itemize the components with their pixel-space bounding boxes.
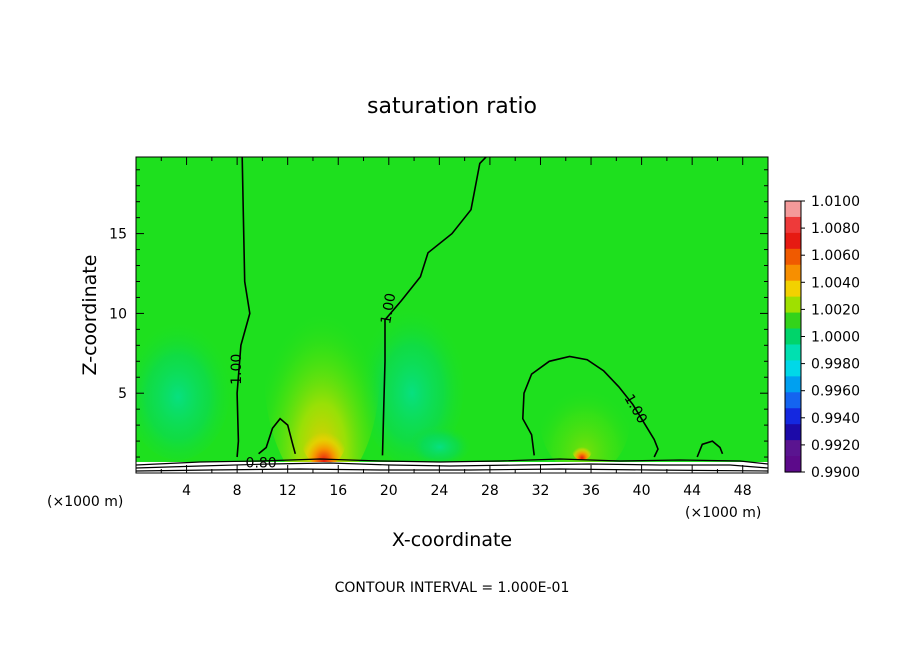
surface-contours — [136, 458, 768, 472]
field-surface-layer — [136, 462, 768, 473]
x-tick-label: 24 — [430, 483, 448, 499]
contour-interval-footer: CONTOUR INTERVAL = 1.000E-01 — [335, 580, 570, 596]
contour-line-1 — [236, 157, 251, 458]
y-tick-label: 5 — [118, 386, 127, 402]
colorbar: 1.0100 1.0080 1.0060 1.0040 1.0020 1.0000 0.99… — [784, 194, 860, 481]
colorbar-swatch — [785, 440, 801, 457]
colorbar-swatch — [785, 296, 801, 314]
y-axis-label: Z-coordinate — [79, 255, 101, 376]
colorbar-label: 1.0060 — [811, 248, 860, 264]
y-tick-label: 10 — [109, 306, 127, 322]
field-dry-region-lowleft — [410, 425, 470, 465]
field-plume-main — [264, 250, 380, 473]
colorbar-label: 0.9920 — [811, 438, 860, 454]
colorbar-swatch — [785, 216, 801, 234]
x-tick-label: 12 — [279, 483, 297, 499]
field-hotspot-main — [302, 414, 346, 466]
colorbar-swatch — [785, 328, 801, 346]
colorbar-swatch — [785, 232, 801, 250]
y-tick-label: 15 — [109, 227, 127, 243]
contour-label-1: 1.00 — [229, 354, 245, 385]
x-tick-label: 28 — [481, 483, 499, 499]
contour-line-2 — [258, 417, 297, 455]
x-tick-label: 36 — [582, 483, 600, 499]
colorbar-swatch — [785, 344, 801, 362]
x-tick-label: 8 — [233, 483, 242, 499]
colorbar-swatch — [785, 248, 801, 266]
contour-lines — [236, 157, 724, 458]
field-hotspot-right — [572, 440, 592, 460]
colorbar-label: 0.9940 — [811, 411, 860, 427]
x-tick-label: 32 — [532, 483, 550, 499]
field-plume-right — [540, 365, 630, 473]
colorbar-label: 0.9900 — [811, 465, 860, 481]
x-tick-label: 40 — [633, 483, 651, 499]
plot-frame — [135, 156, 769, 474]
colorbar-swatch — [785, 312, 801, 330]
colorbar-label: 1.0020 — [811, 302, 860, 318]
contour-line-4 — [521, 355, 659, 458]
chart-title: saturation ratio — [367, 94, 537, 119]
x-tick-label: 4 — [182, 483, 191, 499]
colorbar-swatch — [785, 360, 801, 377]
x-tick-label: 44 — [683, 483, 701, 499]
colorbar-label: 0.9980 — [811, 357, 860, 373]
plot-area — [136, 157, 768, 473]
x-axis-label: X-coordinate — [392, 529, 512, 551]
x-tick-label: 16 — [329, 483, 347, 499]
y-axis: 5 10 15 — [109, 169, 768, 458]
x-unit-right: (×1000 m) — [685, 505, 761, 521]
x-axis: 4 8 12 16 20 24 28 32 36 40 44 48 — [160, 157, 752, 499]
x-tick-label: 20 — [380, 483, 398, 499]
colorbar-label: 1.0100 — [811, 194, 860, 210]
colorbar-label: 1.0080 — [811, 221, 860, 237]
colorbar-swatch — [785, 456, 801, 473]
field-dry-region-left — [136, 320, 230, 460]
x-tick-label: 48 — [734, 483, 752, 499]
contour-line-3 — [381, 157, 487, 456]
colorbar-label: 1.0040 — [811, 275, 860, 291]
colorbar-swatch — [785, 392, 801, 409]
x-unit-left: (×1000 m) — [47, 494, 123, 510]
colorbar-swatch — [785, 408, 801, 425]
colorbar-label: 1.0000 — [811, 330, 860, 346]
colorbar-swatch — [785, 264, 801, 282]
colorbar-swatch — [785, 376, 801, 393]
colorbar-swatch — [785, 201, 801, 218]
colorbar-label: 0.9960 — [811, 384, 860, 400]
contour-label-2: 1.00 — [378, 292, 399, 325]
colorbar-swatch — [785, 280, 801, 298]
contour-label-4: 0.80 — [246, 455, 277, 471]
contour-line-5 — [696, 440, 724, 458]
colorbar-swatch — [785, 424, 801, 441]
field-dry-region-mid — [360, 305, 464, 465]
